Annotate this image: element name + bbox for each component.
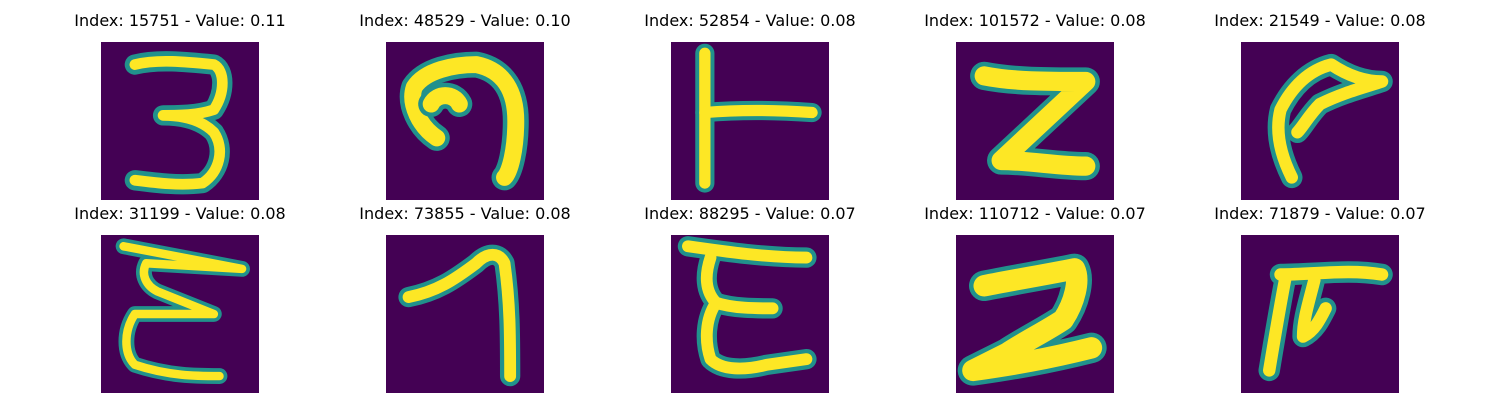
image-title: Index: 71879 - Value: 0.07 — [1214, 204, 1426, 223]
grid-cell-10: Index: 71879 - Value: 0.07 — [1190, 201, 1450, 393]
character-image — [101, 235, 259, 393]
image-title: Index: 31199 - Value: 0.08 — [74, 204, 286, 223]
grid-cell-9: Index: 110712 - Value: 0.07 — [905, 201, 1165, 393]
character-image — [386, 42, 544, 200]
image-title: Index: 88295 - Value: 0.07 — [644, 204, 856, 223]
grid-cell-4: Index: 101572 - Value: 0.08 — [905, 8, 1165, 200]
grid-cell-2: Index: 48529 - Value: 0.10 — [335, 8, 595, 200]
character-image — [956, 42, 1114, 200]
character-image — [1241, 42, 1399, 200]
grid-cell-3: Index: 52854 - Value: 0.08 — [620, 8, 880, 200]
image-title: Index: 15751 - Value: 0.11 — [74, 11, 286, 30]
character-image — [956, 235, 1114, 393]
character-image — [386, 235, 544, 393]
image-title: Index: 21549 - Value: 0.08 — [1214, 11, 1426, 30]
image-title: Index: 73855 - Value: 0.08 — [359, 204, 571, 223]
image-title: Index: 48529 - Value: 0.10 — [359, 11, 571, 30]
grid-cell-6: Index: 31199 - Value: 0.08 — [50, 201, 310, 393]
character-image — [1241, 235, 1399, 393]
image-title: Index: 110712 - Value: 0.07 — [924, 204, 1146, 223]
grid-cell-7: Index: 73855 - Value: 0.08 — [335, 201, 595, 393]
character-image — [671, 42, 829, 200]
character-image — [101, 42, 259, 200]
image-title: Index: 52854 - Value: 0.08 — [644, 11, 856, 30]
grid-cell-8: Index: 88295 - Value: 0.07 — [620, 201, 880, 393]
character-image — [671, 235, 829, 393]
image-title: Index: 101572 - Value: 0.08 — [924, 11, 1146, 30]
grid-cell-1: Index: 15751 - Value: 0.11 — [50, 8, 310, 200]
grid-cell-5: Index: 21549 - Value: 0.08 — [1190, 8, 1450, 200]
